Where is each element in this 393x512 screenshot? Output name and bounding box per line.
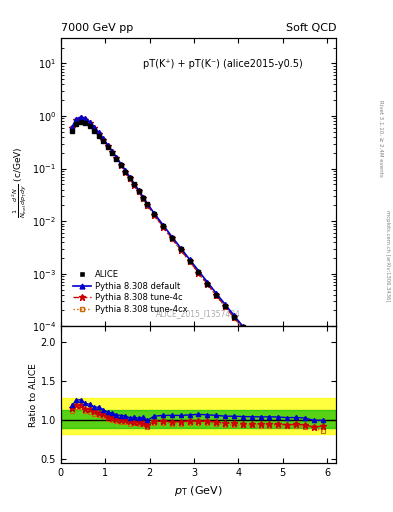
Text: mcplots.cern.ch [arXiv:1306.3436]: mcplots.cern.ch [arXiv:1306.3436] (385, 210, 389, 302)
Bar (61, 410, 336, 428)
Bar (61, 398, 336, 434)
Text: pT(K⁺) + pT(K⁻) (alice2015-y0.5): pT(K⁺) + pT(K⁻) (alice2015-y0.5) (143, 58, 303, 69)
Text: ALICE_2015_I1357424: ALICE_2015_I1357424 (156, 309, 241, 317)
Text: Soft QCD: Soft QCD (286, 23, 336, 33)
Y-axis label: Ratio to ALICE: Ratio to ALICE (29, 363, 38, 426)
Text: 7000 GeV pp: 7000 GeV pp (61, 23, 133, 33)
Y-axis label: $\frac{1}{N_{\rm inel}}\frac{d^2N}{dp_{\rm T}dy}$ (c/GeV): $\frac{1}{N_{\rm inel}}\frac{d^2N}{dp_{\… (11, 146, 29, 218)
Text: Rivet 3.1.10, ≥ 2.4M events: Rivet 3.1.10, ≥ 2.4M events (378, 100, 383, 177)
X-axis label: $p_{\rm T}$ (GeV): $p_{\rm T}$ (GeV) (174, 484, 223, 498)
Legend: ALICE, Pythia 8.308 default, Pythia 8.308 tune-4c, Pythia 8.308 tune-4cx: ALICE, Pythia 8.308 default, Pythia 8.30… (71, 268, 190, 316)
